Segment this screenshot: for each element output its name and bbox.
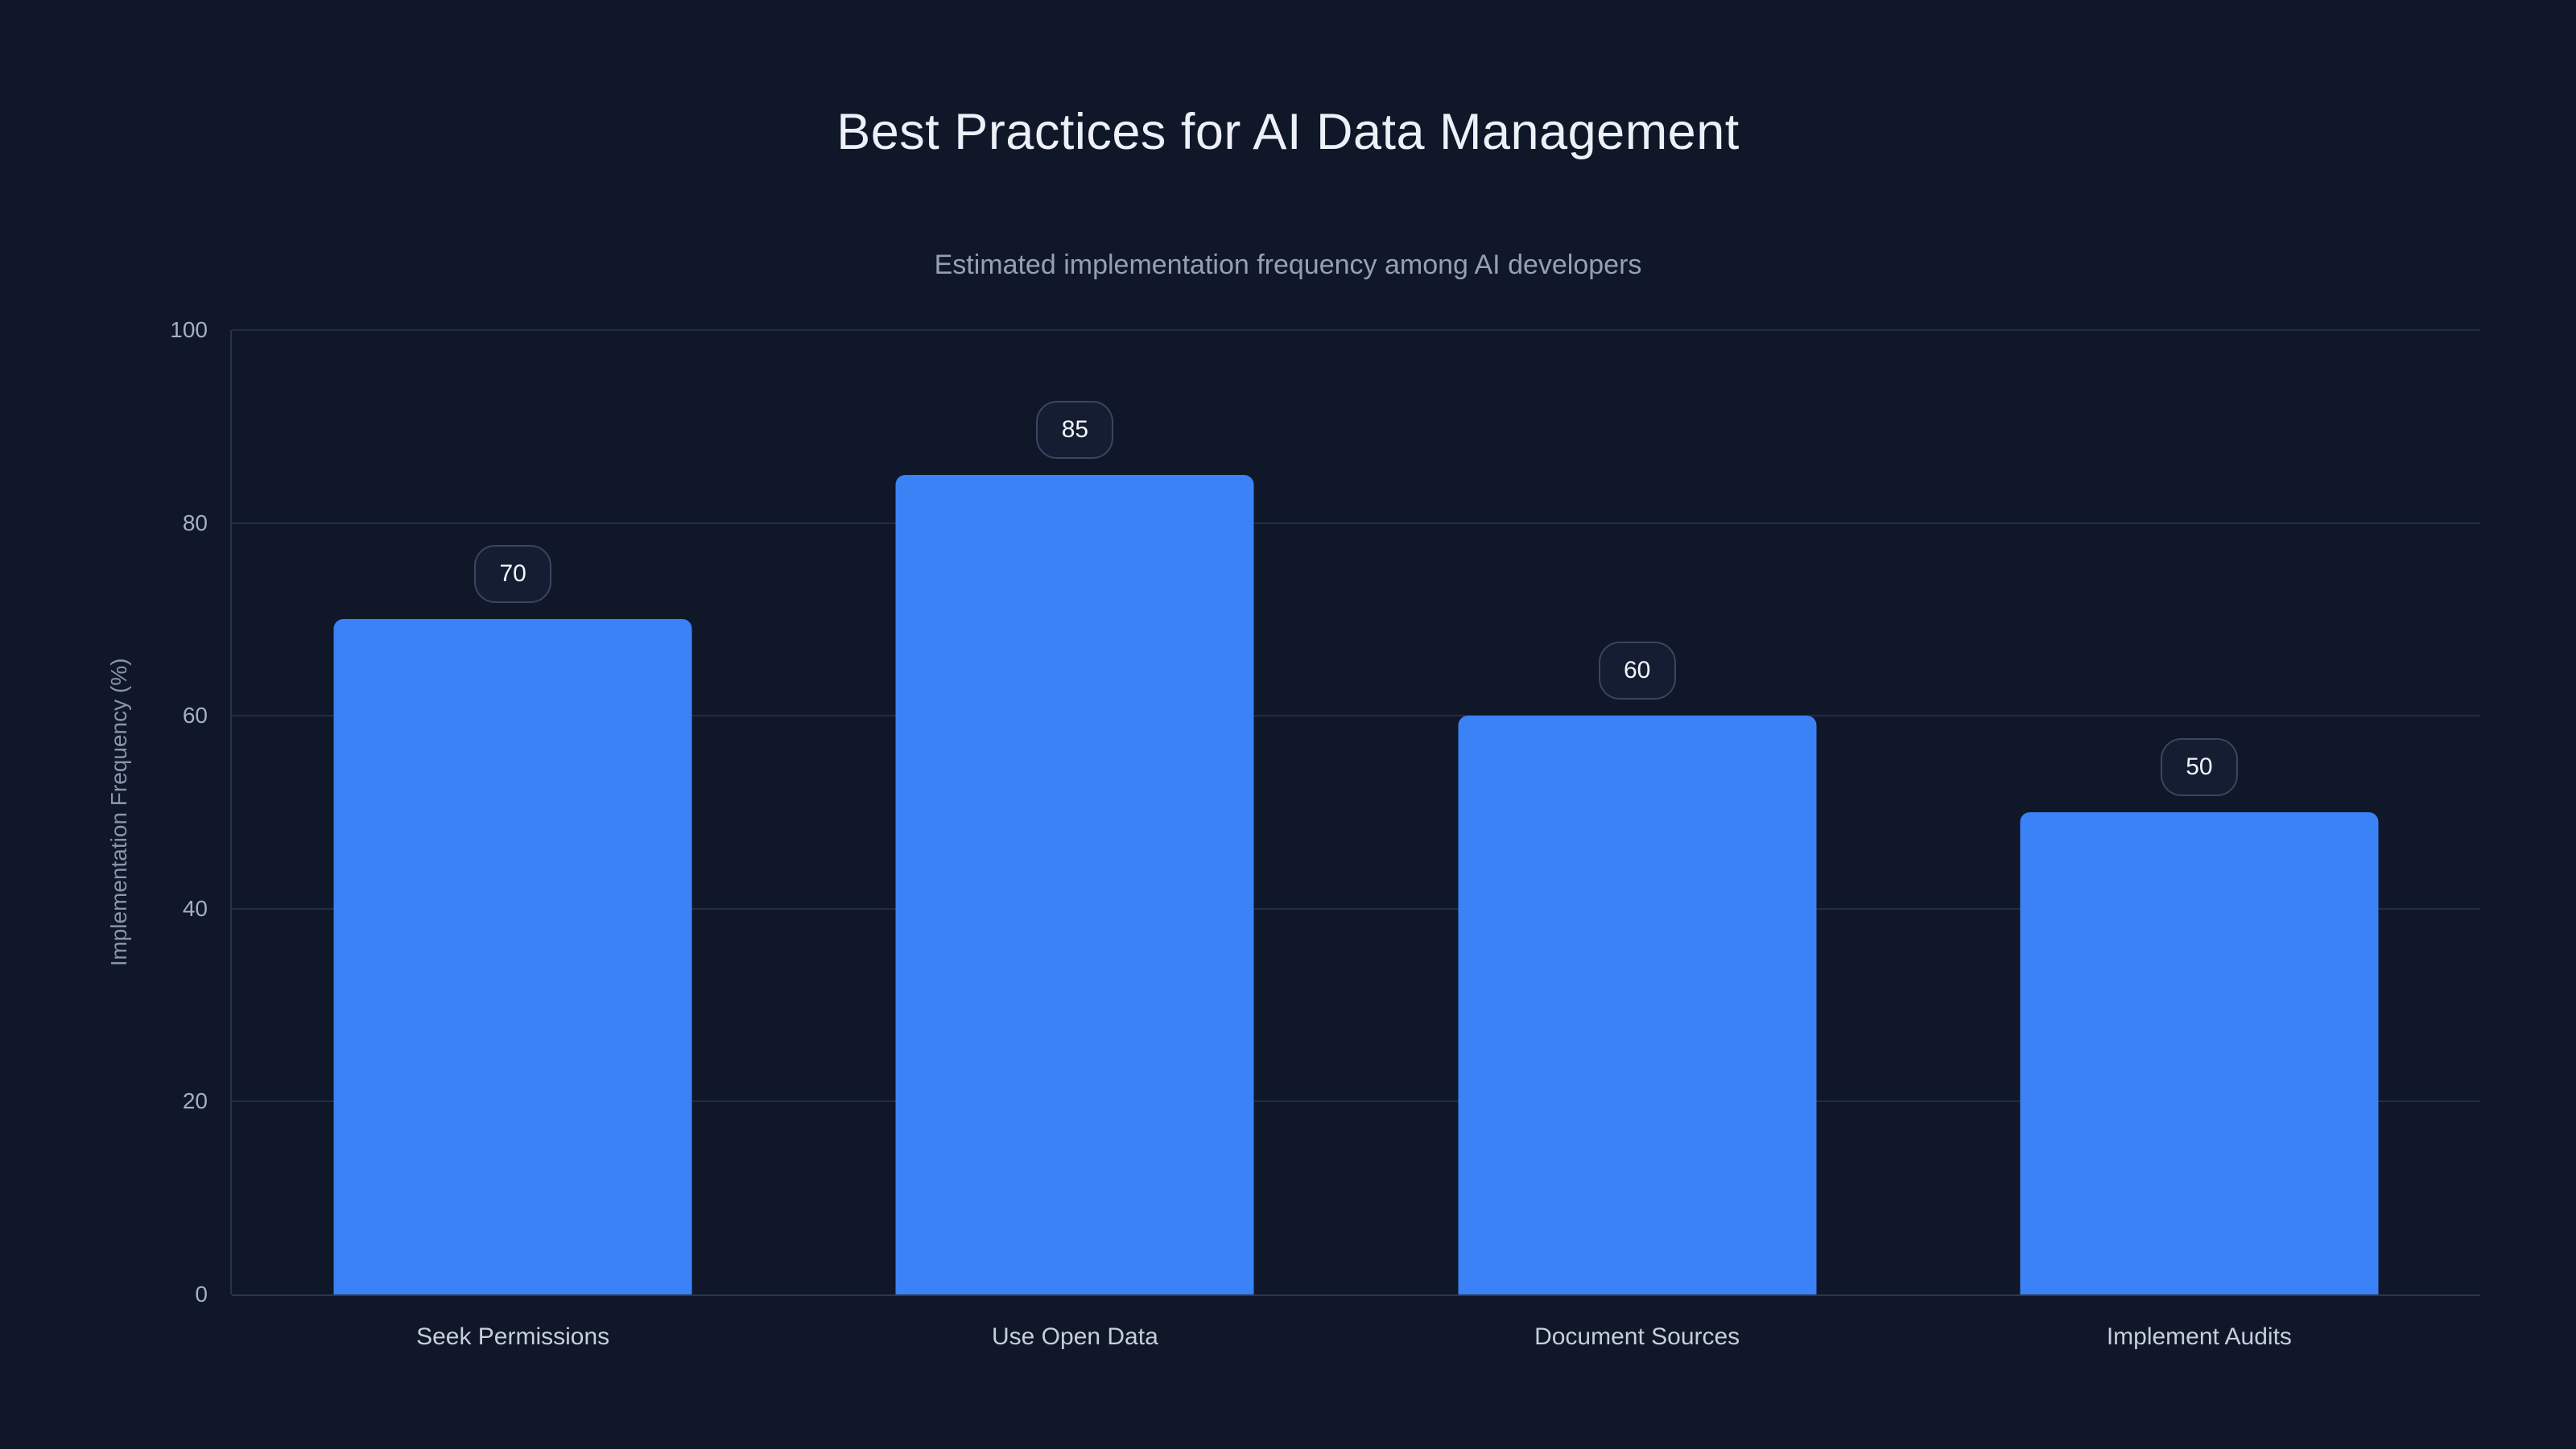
plot-area: 0 20 40 60 80 100 70 Seek Permissions 85 Use Open… xyxy=(170,317,2480,1350)
bar-group-2: 60 Document Sources xyxy=(1356,330,1918,1350)
bar-0 xyxy=(333,619,692,1294)
gridline-y-40 xyxy=(232,907,2480,910)
y-tick-label-60: 60 xyxy=(182,703,208,729)
y-tick-label-20: 20 xyxy=(182,1088,208,1114)
value-badge-0: 70 xyxy=(474,545,552,604)
x-category-label-2: Document Sources xyxy=(1534,1323,1740,1350)
gridline-y-20 xyxy=(232,1100,2480,1103)
x-axis-line xyxy=(232,1294,2480,1296)
y-axis-title: Implementation Frequency (%) xyxy=(106,658,131,967)
value-badge-1: 85 xyxy=(1036,400,1114,459)
chart-title: Best Practices for AI Data Management xyxy=(836,104,1740,160)
bar-group-0: 70 Seek Permissions xyxy=(232,330,794,1350)
value-badge-3: 50 xyxy=(2160,738,2238,796)
y-tick-label-0: 0 xyxy=(195,1282,208,1307)
y-tick-label-40: 40 xyxy=(182,895,208,921)
y-axis-line xyxy=(230,330,232,1294)
x-category-label-1: Use Open Data xyxy=(991,1323,1158,1350)
y-tick-label-100: 100 xyxy=(170,317,208,342)
gridline-y-80 xyxy=(232,522,2480,524)
bar-3 xyxy=(2020,812,2379,1294)
x-category-label-3: Implement Audits xyxy=(2106,1323,2292,1350)
gridline-y-100 xyxy=(232,329,2480,331)
value-badge-2: 60 xyxy=(1598,642,1676,700)
chart-subtitle: Estimated implementation frequency among… xyxy=(934,250,1642,280)
y-tick-label-80: 80 xyxy=(182,510,208,535)
bar-2 xyxy=(1458,716,1817,1294)
bar-group-1: 85 Use Open Data xyxy=(794,330,1356,1350)
bar-group-3: 50 Implement Audits xyxy=(1918,330,2480,1350)
x-category-label-0: Seek Permissions xyxy=(416,1323,610,1350)
bar-1 xyxy=(895,474,1254,1294)
gridline-y-60 xyxy=(232,715,2480,717)
